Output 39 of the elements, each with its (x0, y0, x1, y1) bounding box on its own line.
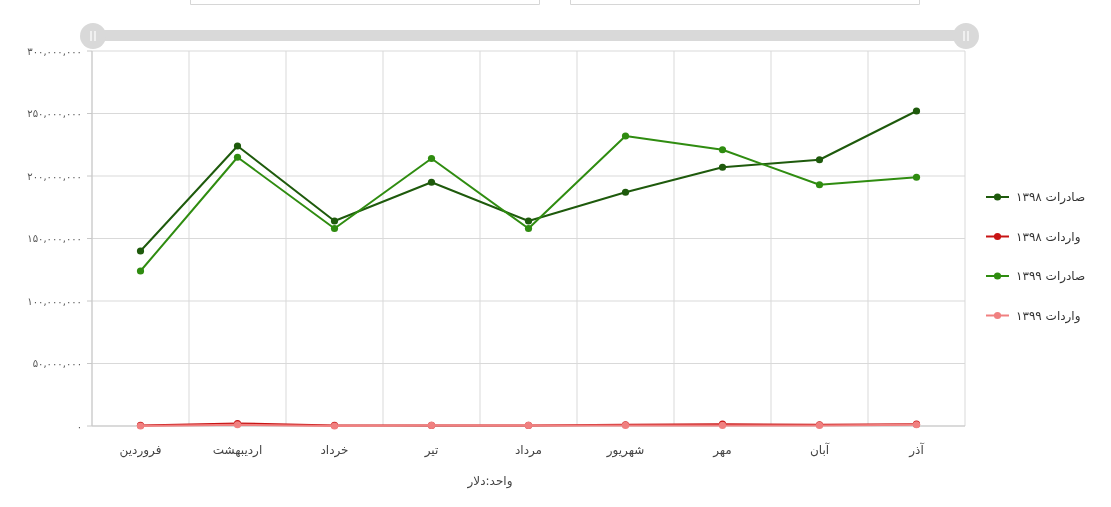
point (621, 132, 630, 140)
y-tick-label: ۵۰,۰۰۰,۰۰۰ (32, 358, 82, 369)
x-tick-label: آذر (908, 442, 925, 459)
point (427, 154, 436, 163)
point (136, 267, 145, 275)
point (524, 224, 533, 233)
point (815, 181, 824, 189)
point (330, 224, 339, 233)
y-tick-label: ۳۰۰,۰۰۰,۰۰۰ (27, 45, 82, 57)
legend-label: واردات ۱۳۹۸ (1016, 229, 1081, 245)
point (427, 178, 436, 186)
point (718, 146, 727, 154)
point (621, 188, 630, 196)
x-tick-label: مرداد (514, 443, 543, 459)
point (718, 163, 727, 171)
point (136, 247, 145, 255)
point (330, 217, 339, 225)
x-tick-label: آبان (809, 442, 830, 458)
x-tick-label: تیر (423, 443, 439, 459)
point (524, 217, 533, 225)
y-tick-label: ۲۵۰,۰۰۰,۰۰۰ (27, 108, 82, 119)
y-tick-label: ۰ (76, 420, 82, 432)
y-tick-label: ۱۵۰,۰۰۰,۰۰۰ (27, 233, 82, 244)
point (233, 153, 242, 161)
x-tick-label: مهر (712, 443, 732, 459)
x-tick-label: شهریور (605, 443, 645, 459)
legend-label: واردات ۱۳۹۹ (1016, 308, 1081, 324)
legend-label: صادرات ۱۳۹۸ (1016, 190, 1086, 206)
x-tick-label: فروردین (119, 443, 162, 459)
x-tick-label: اردیبهشت (212, 443, 263, 459)
legend-label: صادرات ۱۳۹۹ (1016, 269, 1086, 285)
point (912, 107, 921, 115)
x-tick-label: خرداد (320, 443, 349, 459)
point (233, 142, 242, 150)
x-axis-title: واحد:دلار (466, 474, 513, 490)
y-tick-label: ۲۰۰,۰۰۰,۰۰۰ (27, 170, 82, 182)
y-tick-label: ۱۰۰,۰۰۰,۰۰۰ (27, 295, 82, 307)
point (912, 173, 921, 181)
point (815, 156, 824, 164)
